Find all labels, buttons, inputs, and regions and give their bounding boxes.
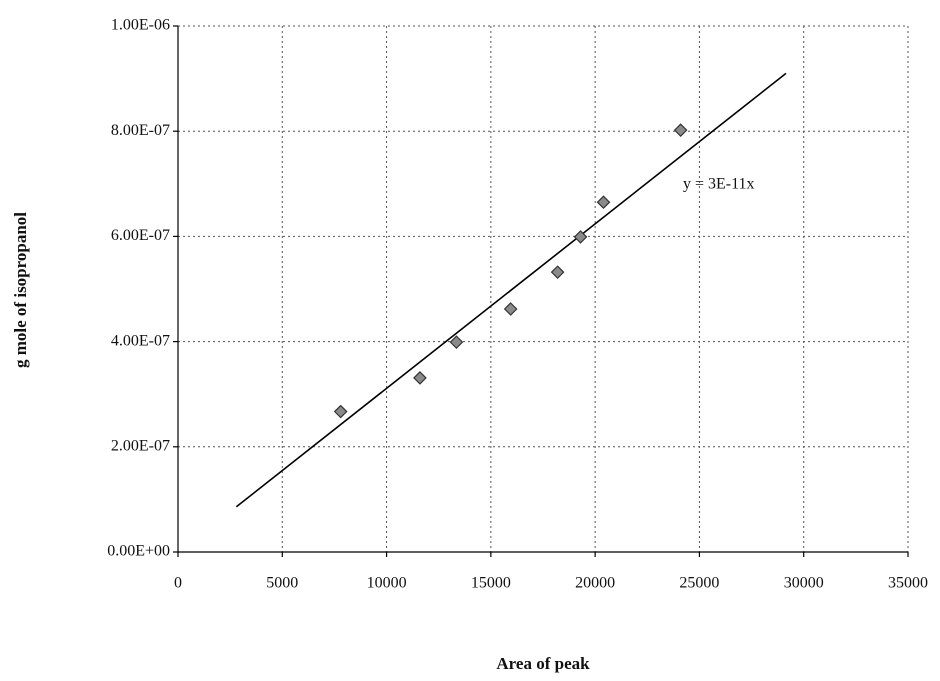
x-tick-label: 35000: [888, 575, 928, 592]
x-tick-label: 20000: [575, 575, 615, 592]
trendline: [235, 72, 787, 508]
point: [333, 404, 348, 419]
x-tick-label: 0: [174, 575, 182, 592]
y-tick-label: 6.00E-07: [111, 227, 170, 244]
x-tick-label: 30000: [784, 575, 824, 592]
point: [413, 371, 427, 385]
point: [550, 265, 565, 280]
y-tick-label: 2.00E-07: [111, 437, 170, 454]
y-tick-label: 4.00E-07: [111, 332, 170, 349]
y-axis-title: g mole of isopropanol: [11, 212, 30, 368]
x-axis-title: Area of peak: [496, 654, 590, 673]
trendline-label: y = 3E-11x: [683, 176, 755, 193]
point: [573, 230, 588, 244]
x-tick-label: 15000: [471, 575, 511, 592]
point: [673, 123, 688, 137]
point: [596, 195, 611, 210]
y-tick-label: 0.00E+00: [107, 543, 170, 560]
x-tick-label: 25000: [679, 575, 719, 592]
point: [449, 335, 464, 349]
y-tick-label: 1.00E-06: [111, 17, 170, 34]
x-tick-label: 10000: [367, 575, 407, 592]
point: [503, 302, 518, 316]
y-tick-label: 8.00E-07: [111, 122, 170, 139]
x-tick-label: 5000: [266, 575, 298, 592]
